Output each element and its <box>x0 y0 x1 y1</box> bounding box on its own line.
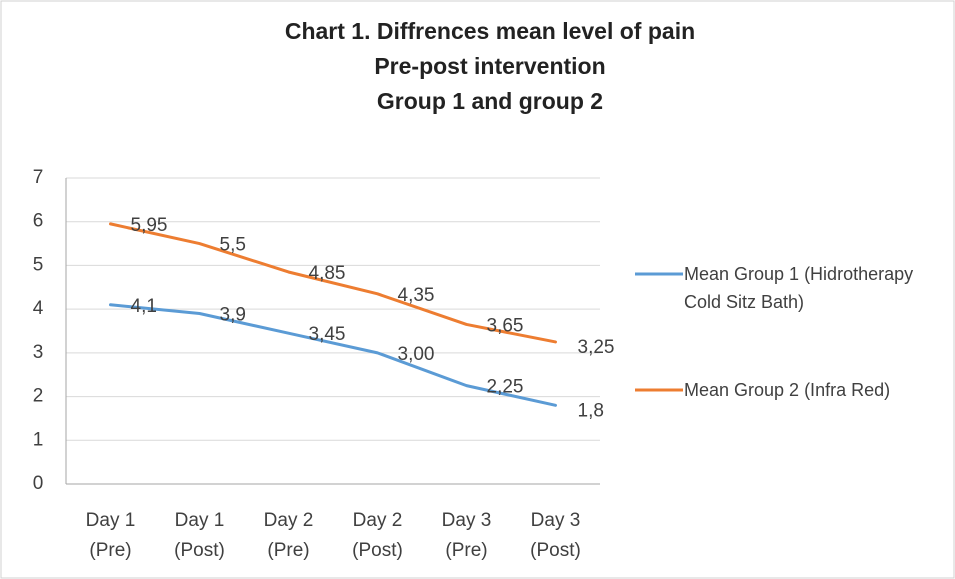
y-tick-label: 7 <box>33 167 44 188</box>
y-tick-label: 6 <box>33 211 44 232</box>
y-tick-label: 1 <box>33 429 44 450</box>
x-tick-label: (Post) <box>174 540 225 561</box>
legend-label: Mean Group 1 (Hidrotherapy Cold Sitz Bat… <box>684 264 914 312</box>
x-tick-label: (Post) <box>352 540 403 561</box>
data-label: 5,5 <box>220 235 246 256</box>
data-label: 4,35 <box>398 285 435 306</box>
data-label: 3,00 <box>398 344 435 365</box>
data-label: 2,25 <box>487 377 524 398</box>
data-label: 4,85 <box>309 263 346 284</box>
data-label: 3,25 <box>578 337 615 358</box>
legend-label: Mean Group 2 (Infra Red) <box>684 380 891 400</box>
x-tick-label: Day 3 <box>442 510 492 531</box>
x-tick-label: (Pre) <box>89 540 131 561</box>
data-label: 3,9 <box>220 305 246 326</box>
y-tick-label: 3 <box>33 342 44 363</box>
data-label: 3,45 <box>309 324 346 345</box>
x-tick-label: Day 3 <box>531 510 581 531</box>
x-tick-label: (Pre) <box>445 540 487 561</box>
series-line <box>109 303 557 407</box>
data-label: 5,95 <box>131 215 168 236</box>
y-tick-label: 0 <box>33 473 44 494</box>
chart-title: Pre-post intervention <box>374 53 605 79</box>
y-tick-label: 2 <box>33 386 44 407</box>
x-tick-label: (Post) <box>530 540 581 561</box>
data-label: 3,65 <box>487 315 524 336</box>
chart-title: Chart 1. Diffrences mean level of pain <box>285 18 695 44</box>
data-label: 1,8 <box>578 400 604 421</box>
data-label: 4,1 <box>131 296 157 317</box>
x-tick-label: Day 2 <box>264 510 314 531</box>
chart-title: Group 1 and group 2 <box>377 88 603 114</box>
y-tick-label: 5 <box>33 254 44 275</box>
series-line <box>109 222 557 344</box>
x-tick-label: Day 2 <box>353 510 403 531</box>
y-tick-label: 4 <box>33 298 44 319</box>
x-tick-label: (Pre) <box>267 540 309 561</box>
x-tick-label: Day 1 <box>175 510 225 531</box>
x-tick-label: Day 1 <box>86 510 136 531</box>
